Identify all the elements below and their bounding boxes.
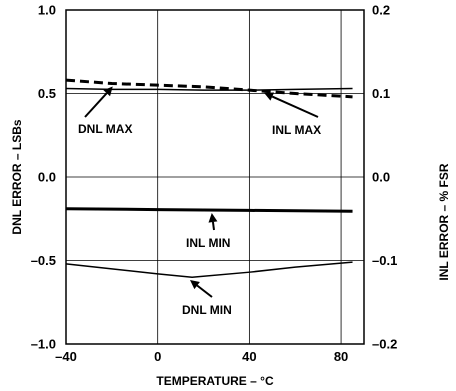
y-tick-label: 0.0 — [38, 170, 56, 185]
x-tick-label: 80 — [334, 349, 348, 364]
x-tick-label: 0 — [154, 349, 161, 364]
annotation-arrowhead-inl-min — [208, 213, 218, 223]
annotation-arrow-inl-min — [211, 221, 215, 231]
plot-frame — [65, 9, 365, 345]
y-tick-label: 1.0 — [38, 3, 56, 18]
annotation-arrow-dnl-min — [196, 284, 213, 298]
y2-axis-label: INL ERROR – % FSR — [437, 163, 451, 280]
annotation-label-inl-min: INL MIN — [186, 236, 230, 250]
annotation-label-dnl-min: DNL MIN — [182, 303, 232, 317]
x-axis-label: TEMPERATURE – °C — [156, 374, 274, 388]
y-tick-label: –1.0 — [31, 337, 56, 352]
series-line-dnl-min — [65, 261, 353, 278]
x-tick-label: –40 — [55, 349, 77, 364]
series-line-inl-min — [65, 207, 353, 213]
annotation-arrowhead-dnl-max — [103, 86, 113, 97]
y-axis-label: DNL ERROR – LSBs — [10, 119, 24, 234]
y2-tick-label: 0.0 — [372, 170, 390, 185]
annotation-label-dnl-max: DNL MAX — [78, 122, 132, 136]
y2-tick-label: –0.2 — [372, 337, 397, 352]
annotation-arrow-inl-max — [271, 95, 319, 118]
y-tick-label: –0.5 — [31, 253, 56, 268]
gridlines — [66, 10, 364, 344]
y2-tick-label: –0.1 — [372, 253, 397, 268]
annotation-arrowhead-dnl-min — [190, 279, 200, 290]
y-tick-label: 0.5 — [38, 86, 56, 101]
annotations: DNL MAX INL MAX INL MIN DNL MIN — [78, 86, 321, 317]
tick-labels: –40 0 40 80 1.0 0.5 0.0 –0.5 –1.0 0.2 0.1 0.0 –0.1 –0… — [31, 3, 398, 365]
y2-tick-label: 0.2 — [372, 3, 390, 18]
y2-tick-label: 0.1 — [372, 86, 390, 101]
annotation-label-inl-max: INL MAX — [272, 123, 321, 137]
annotation-arrow-dnl-max — [84, 92, 108, 118]
series-line-dnl-max — [65, 78, 353, 99]
annotation-arrowhead-inl-max — [264, 92, 275, 101]
x-tick-label: 40 — [242, 349, 256, 364]
